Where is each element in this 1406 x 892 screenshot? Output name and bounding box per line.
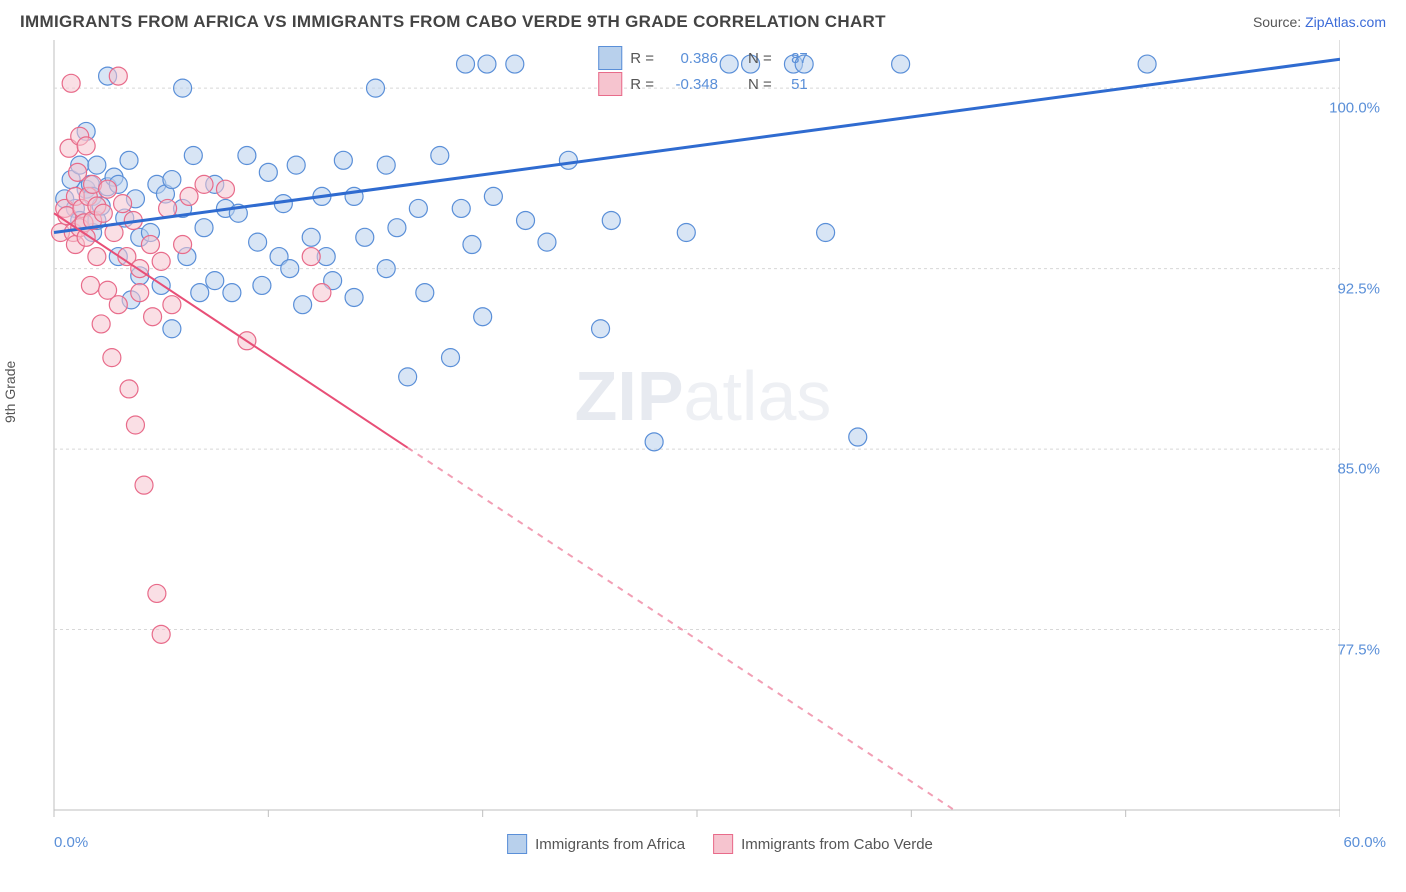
source-link[interactable]: ZipAtlas.com [1305, 14, 1386, 30]
stats-r-value: -0.348 [662, 76, 718, 93]
legend-swatch [713, 834, 733, 854]
y-tick-label: 85.0% [1337, 461, 1380, 478]
legend-label: Immigrants from Cabo Verde [741, 836, 933, 853]
source-attribution: Source: ZipAtlas.com [1253, 14, 1386, 30]
legend-label: Immigrants from Africa [535, 836, 685, 853]
x-max-label: 60.0% [1343, 834, 1386, 851]
stats-n-value: 87 [780, 50, 808, 67]
stats-n-value: 51 [780, 76, 808, 93]
chart-header: IMMIGRANTS FROM AFRICA VS IMMIGRANTS FRO… [0, 0, 1406, 40]
stats-legend-row: R = 0.386 N = 87 [598, 46, 808, 70]
stats-n-label: N = [748, 50, 772, 67]
chart-title: IMMIGRANTS FROM AFRICA VS IMMIGRANTS FRO… [20, 12, 886, 32]
y-tick-label: 100.0% [1329, 100, 1380, 117]
legend-swatch [598, 46, 622, 70]
x-axis-area: 0.0% Immigrants from AfricaImmigrants fr… [54, 834, 1386, 864]
bottom-legend-item: Immigrants from Africa [507, 834, 685, 854]
stats-r-label: R = [630, 76, 654, 93]
scatter-chart [20, 40, 1340, 830]
x-min-label: 0.0% [54, 834, 88, 851]
y-tick-label: 92.5% [1337, 280, 1380, 297]
stats-r-label: R = [630, 50, 654, 67]
bottom-legend: Immigrants from Africa Immigrants from Ca… [507, 834, 933, 854]
chart-container: 9th Grade ZIPatlas R =0.386N =87R =-0.34… [20, 40, 1386, 830]
stats-r-value: 0.386 [662, 50, 718, 67]
stats-n-label: N = [748, 76, 772, 93]
y-axis-title: 9th Grade [2, 361, 18, 423]
legend-swatch [598, 72, 622, 96]
source-prefix: Source: [1253, 14, 1305, 30]
stats-legend: R = 0.386 N = 87 R = -0.348 N = 51 [598, 46, 808, 98]
y-tick-label: 77.5% [1337, 641, 1380, 658]
bottom-legend-item: Immigrants from Cabo Verde [713, 834, 933, 854]
legend-swatch [507, 834, 527, 854]
stats-legend-row: R = -0.348 N = 51 [598, 72, 808, 96]
